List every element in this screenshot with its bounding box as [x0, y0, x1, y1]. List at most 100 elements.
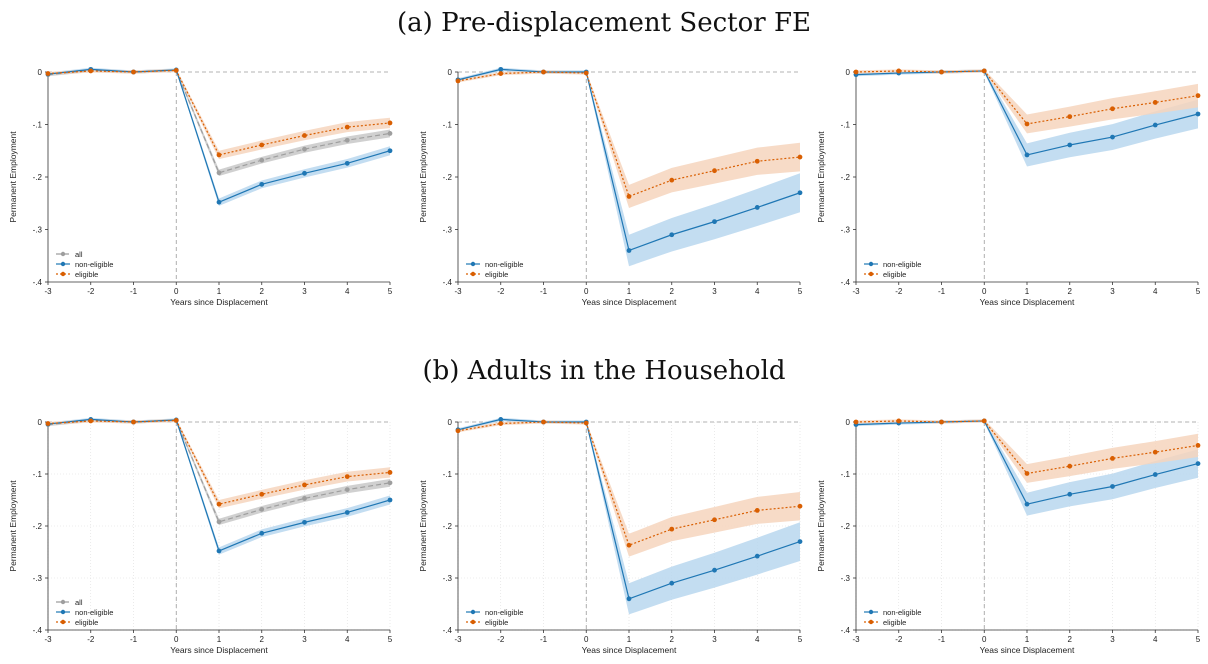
data-point-all	[302, 146, 307, 152]
x-axis-label: Yeas since Displacement	[582, 297, 677, 307]
legend-label-non_eligible: non-eligible	[75, 260, 113, 269]
ci-band-non_eligible	[856, 419, 1198, 516]
ci-band-all	[48, 68, 390, 176]
x-tick-label: 3	[1110, 287, 1115, 296]
y-axis-label: Permanent Employment	[8, 131, 18, 223]
x-tick-label: -3	[44, 635, 52, 644]
x-tick-label: 5	[798, 287, 803, 296]
data-point-eligible	[712, 517, 717, 523]
data-point-eligible	[1067, 463, 1073, 469]
data-point-non_eligible	[344, 160, 350, 166]
x-axis-label: Yeas since Displacement	[582, 645, 677, 655]
data-point-eligible	[626, 194, 632, 199]
x-tick-label: 2	[260, 635, 265, 644]
x-tick-label: 5	[1196, 287, 1201, 296]
y-tick-label: -.2	[443, 522, 453, 531]
legend-label-all: all	[75, 250, 83, 259]
data-point-eligible	[45, 421, 51, 426]
data-point-eligible	[1067, 114, 1073, 120]
x-tick-label: 3	[302, 635, 307, 644]
legend-label-non_eligible: non-eligible	[883, 608, 921, 617]
ci-band-eligible	[856, 69, 1198, 134]
data-point-eligible	[131, 69, 136, 75]
y-tick-label: -.4	[841, 278, 851, 287]
legend-marker-non_eligible	[60, 609, 66, 615]
x-tick-label: 1	[217, 635, 222, 644]
legend-label-eligible: eligible	[75, 618, 98, 627]
y-tick-label: -.2	[443, 173, 453, 182]
data-point-eligible	[853, 69, 859, 75]
data-point-non_eligible	[797, 190, 803, 196]
legend-marker-non_eligible	[868, 609, 874, 615]
x-tick-label: -2	[497, 635, 505, 644]
ci-band-non_eligible	[48, 67, 390, 206]
data-point-eligible	[455, 428, 461, 434]
legend-marker-non_eligible	[868, 261, 874, 267]
legend-label-eligible: eligible	[883, 270, 906, 279]
data-point-eligible	[216, 152, 222, 158]
y-tick-label: -.3	[33, 226, 43, 235]
data-point-eligible	[669, 177, 675, 183]
data-point-non_eligible	[259, 530, 265, 536]
data-point-non_eligible	[626, 248, 632, 253]
x-tick-label: 4	[755, 635, 760, 644]
chart-b-3: 0 -.1 -.2 -.3 -.4-3 -2 -1 0 1 2 3 4 5 Yeas since Disp…	[816, 418, 1201, 655]
data-point-non_eligible	[626, 596, 632, 602]
data-point-non_eligible	[1195, 111, 1201, 117]
ci-band-eligible	[458, 420, 800, 557]
section-title-a: (a) Pre-displacement Sector FE	[397, 8, 811, 38]
y-tick-label: 0	[38, 68, 43, 77]
legend-label-eligible: eligible	[883, 618, 906, 627]
data-point-all	[216, 519, 222, 525]
data-point-non_eligible	[754, 205, 760, 210]
chart-a-3: 0 -.1 -.2 -.3 -.4-3 -2 -1 0 1 2 3 4 5 Yeas since Disp…	[816, 68, 1201, 307]
y-tick-label: 0	[448, 68, 453, 77]
data-point-eligible	[88, 68, 94, 74]
x-tick-label: -3	[852, 287, 860, 296]
x-tick-label: 2	[670, 287, 675, 296]
data-point-eligible	[1024, 471, 1030, 476]
data-point-non_eligible	[1152, 472, 1158, 477]
x-tick-label: -2	[497, 287, 505, 296]
x-tick-label: 5	[1196, 635, 1201, 644]
x-tick-label: 5	[388, 635, 393, 644]
x-tick-label: 0	[584, 635, 589, 644]
chart-a-1: 0 -.1 -.2 -.3 -.4-3 -2 -1 0 1 2 3 4 5 Years since Dis…	[8, 66, 393, 307]
data-point-eligible	[88, 418, 94, 424]
legend-label-non_eligible: non-eligible	[75, 608, 113, 617]
x-tick-label: 3	[1110, 635, 1115, 644]
data-point-all	[344, 487, 350, 492]
data-point-non_eligible	[498, 417, 504, 422]
x-tick-label: -1	[938, 287, 946, 296]
data-point-non_eligible	[1067, 491, 1073, 497]
ci-band-eligible	[458, 70, 800, 208]
x-tick-label: 2	[260, 287, 265, 296]
series-line-eligible	[47, 69, 391, 156]
x-tick-label: -1	[130, 635, 138, 644]
x-tick-label: 1	[627, 635, 632, 644]
x-tick-label: 4	[1153, 287, 1158, 296]
data-point-non_eligible	[302, 170, 307, 176]
y-tick-label: -.4	[33, 278, 43, 287]
x-tick-label: 0	[174, 635, 179, 644]
legend-marker-eligible	[868, 619, 874, 625]
x-tick-label: 0	[982, 287, 987, 296]
y-axis-label: Permanent Employment	[418, 480, 428, 572]
legend-label-eligible: eligible	[75, 270, 98, 279]
y-tick-label: -.2	[33, 173, 43, 182]
data-point-eligible	[216, 501, 222, 507]
data-point-eligible	[344, 124, 350, 130]
data-point-non_eligible	[344, 510, 350, 515]
x-axis-label: Years since Displacement	[170, 297, 268, 307]
data-point-eligible	[498, 421, 504, 426]
data-point-non_eligible	[387, 497, 393, 503]
x-tick-label: -2	[87, 635, 95, 644]
data-point-eligible	[797, 154, 803, 160]
ci-band-non_eligible	[458, 417, 800, 615]
data-point-eligible	[259, 142, 265, 148]
x-tick-label: 1	[627, 287, 632, 296]
data-point-eligible	[981, 68, 987, 74]
data-point-eligible	[131, 419, 136, 425]
data-point-eligible	[541, 69, 546, 75]
data-point-eligible	[498, 71, 504, 76]
